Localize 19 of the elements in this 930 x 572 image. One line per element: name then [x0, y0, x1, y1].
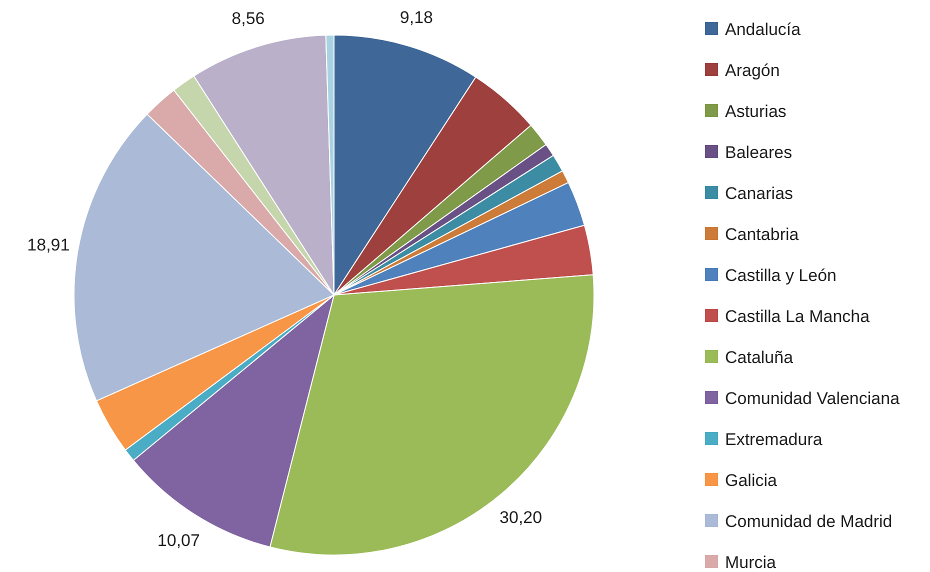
legend-label: Aragón: [725, 60, 780, 80]
data-label: 10,07: [157, 530, 200, 550]
legend-label: Cantabria: [725, 224, 800, 244]
legend-label: Asturias: [725, 102, 786, 121]
legend-label: Comunidad Valenciana: [725, 388, 900, 408]
data-label: 18,91: [27, 235, 70, 254]
legend-label: Andalucía: [725, 20, 802, 39]
data-label: 8,56: [232, 8, 265, 28]
legend-label: Baleares: [725, 142, 792, 162]
legend-label: Murcia: [725, 552, 777, 572]
legend-label: Galicia: [725, 470, 778, 490]
data-label: 9,18: [400, 8, 434, 27]
legend-label: Comunidad de Madrid: [725, 512, 892, 531]
legend-label: Castilla y León: [725, 266, 837, 285]
legend-label: Castilla La Mancha: [725, 306, 870, 326]
data-label: 30,20: [500, 508, 542, 527]
legend-label: Canarias: [725, 184, 794, 203]
legend-label: Cataluña: [725, 348, 794, 367]
legend-label: Extremadura: [725, 430, 823, 449]
